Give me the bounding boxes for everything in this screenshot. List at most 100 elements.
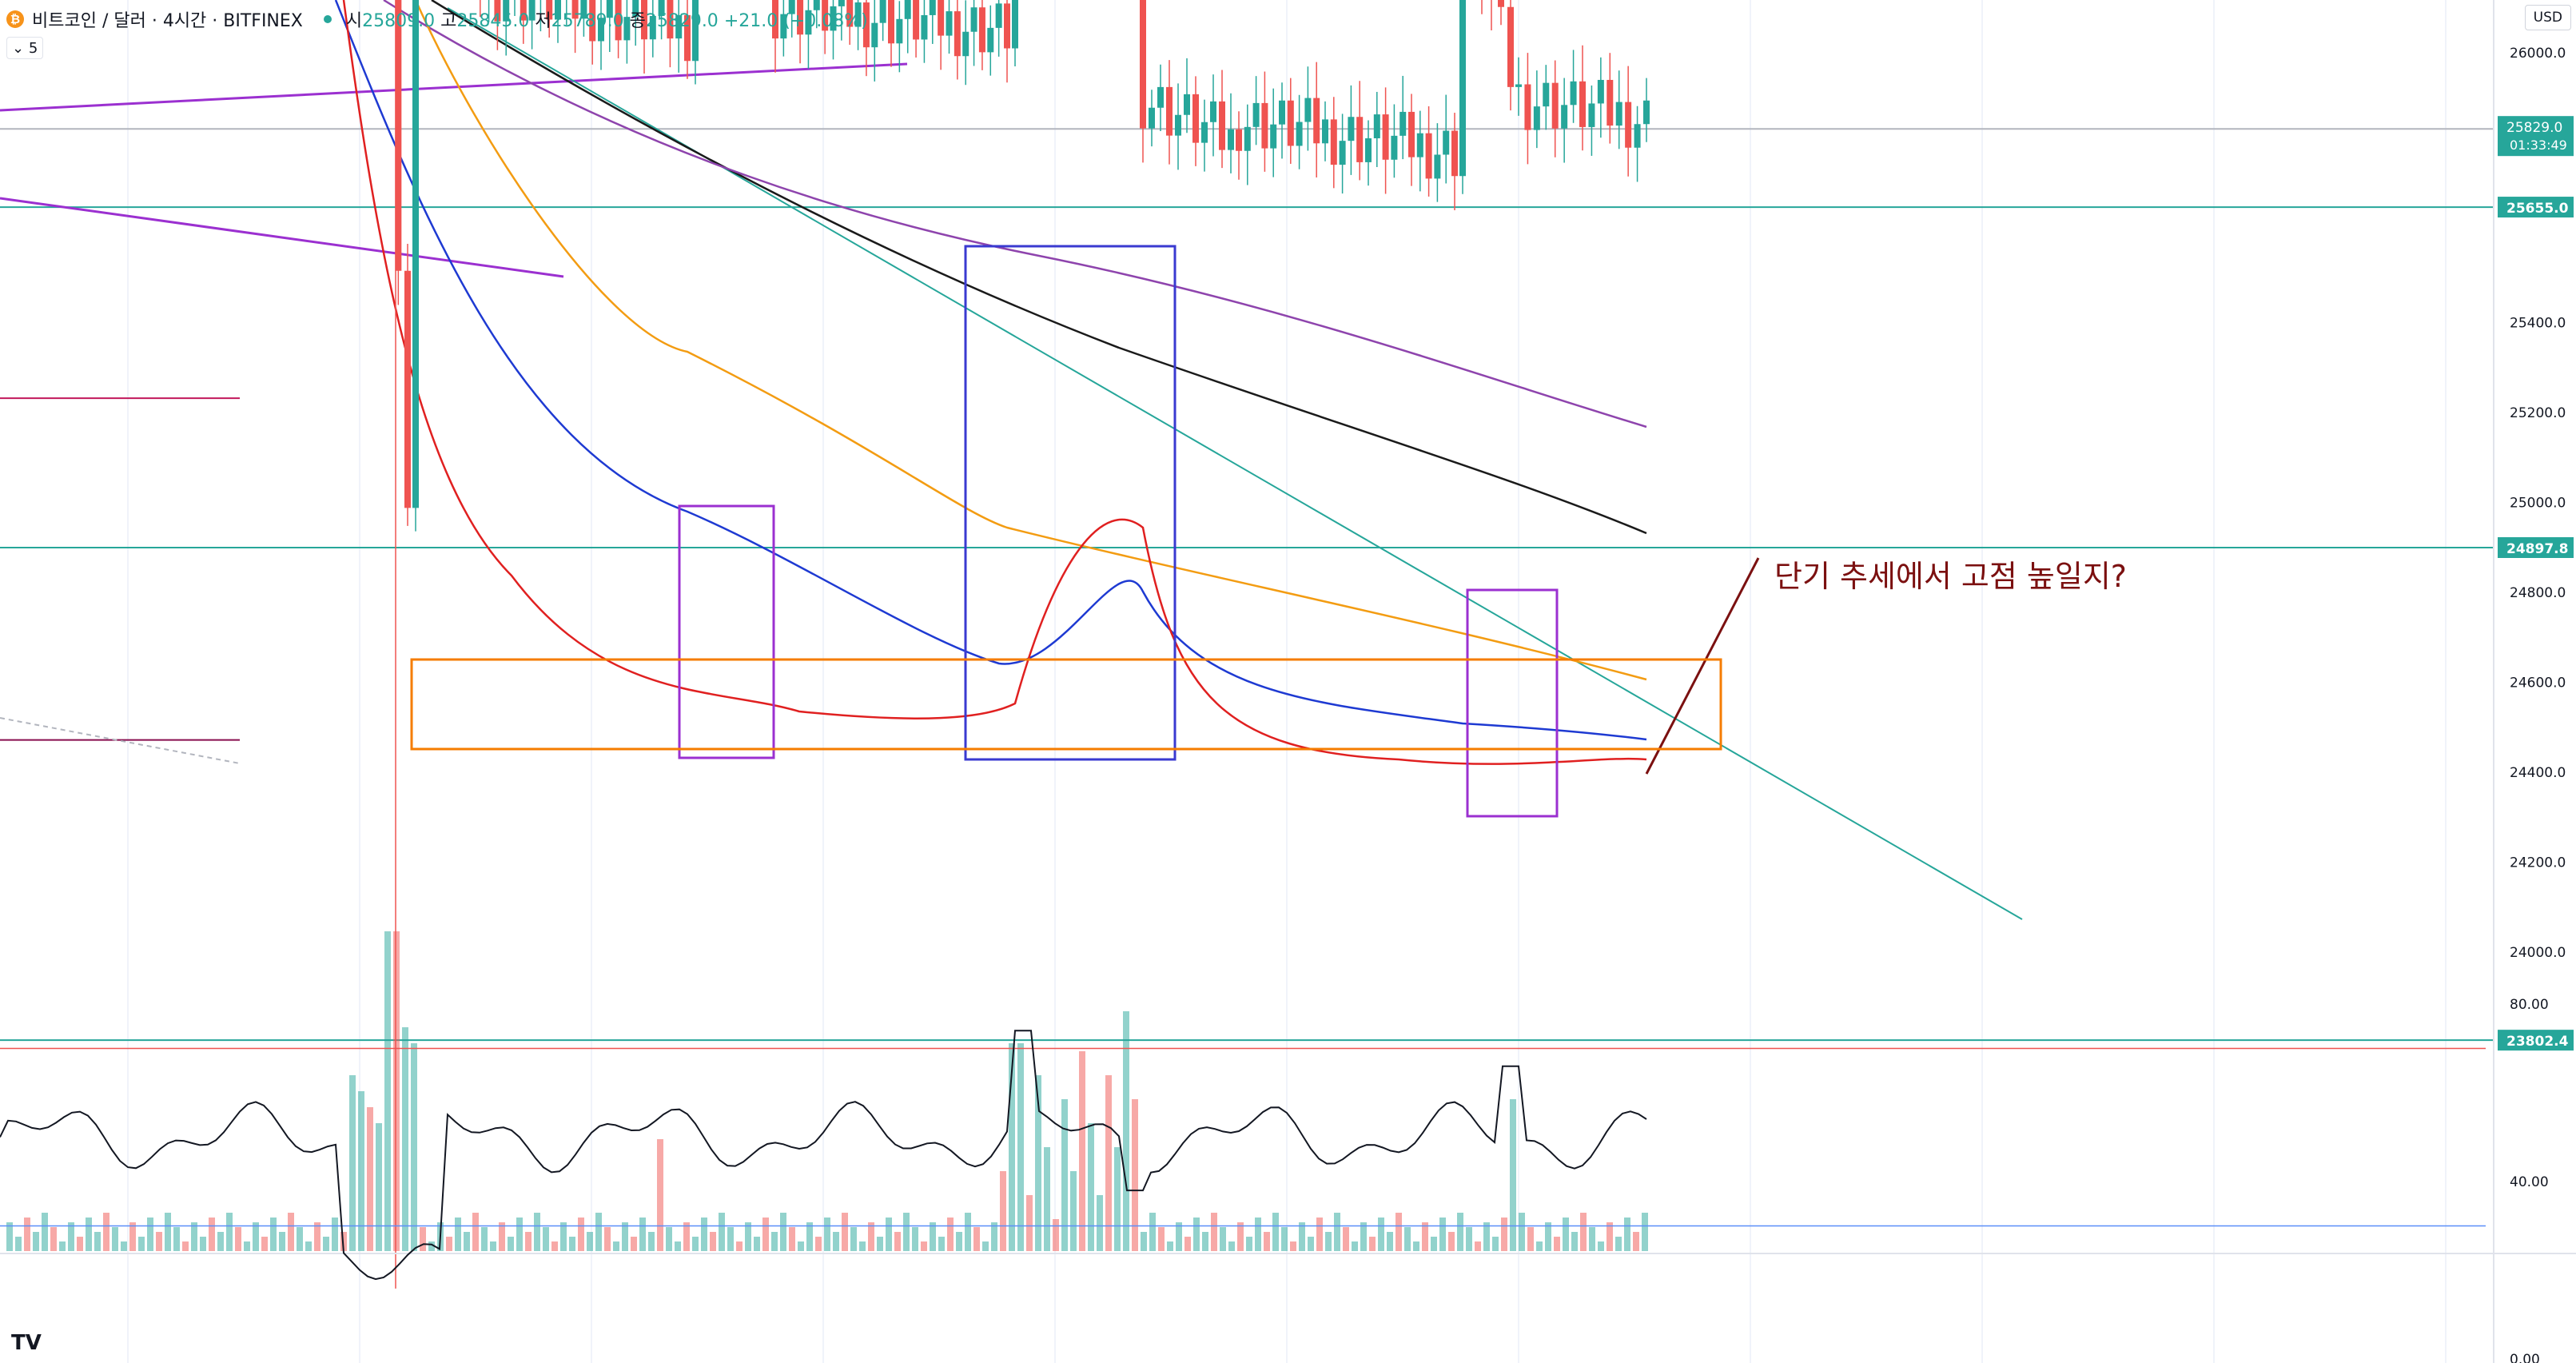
volume-bar: [209, 1218, 215, 1251]
candle-body: [1348, 117, 1355, 141]
volume-bar: [754, 1237, 760, 1251]
candle-body: [1443, 130, 1450, 155]
price-axis-tick: 24600.0: [2510, 676, 2566, 691]
candle-body: [854, 2, 862, 27]
volume-bar: [1642, 1213, 1648, 1251]
current-price-tag: [2498, 116, 2574, 157]
candle-body: [395, 0, 402, 271]
candle-body: [938, 0, 945, 36]
volume-bar: [367, 1107, 373, 1251]
indicators-toggle-button[interactable]: ⌄ 5: [6, 37, 44, 59]
candle-body: [1270, 124, 1277, 149]
moving-average-line: [414, 0, 1647, 681]
volume-bar: [1457, 1213, 1463, 1251]
candle-body: [1313, 98, 1320, 144]
candle-body: [805, 10, 812, 35]
candle-body: [1236, 129, 1242, 151]
candle-body: [1498, 0, 1504, 7]
volume-bar: [868, 1222, 874, 1251]
volume-bar: [886, 1218, 892, 1251]
candle-body: [797, 0, 804, 35]
candle-body: [1451, 130, 1458, 177]
volume-bar: [622, 1222, 628, 1251]
volume-bar: [42, 1213, 48, 1251]
volume-bar: [1510, 1099, 1516, 1251]
candle-body: [658, 0, 665, 16]
candle-body: [838, 0, 845, 6]
volume-bar: [692, 1237, 699, 1251]
volume-bar: [94, 1232, 101, 1251]
candle-body: [1140, 0, 1146, 129]
symbol-title[interactable]: 비트코인 / 달러 · 4시간 · BITFINEX: [32, 11, 303, 31]
volume-bar: [1624, 1218, 1630, 1251]
candle-body: [822, 0, 829, 31]
volume-bar: [464, 1232, 470, 1251]
volume-bar: [1607, 1222, 1613, 1251]
volume-bar: [982, 1241, 989, 1251]
volume-bar: [1299, 1222, 1305, 1251]
indicator-count: 5: [28, 39, 38, 57]
volume-bar: [762, 1218, 769, 1251]
volume-bar: [1246, 1237, 1252, 1251]
volume-bar: [850, 1227, 857, 1251]
candle-body: [528, 0, 536, 21]
volume-bar: [1281, 1227, 1288, 1251]
highlight-box: [1466, 588, 1559, 818]
candle-body: [1365, 138, 1372, 162]
candle-body: [788, 0, 795, 14]
volume-bar: [1369, 1237, 1376, 1251]
candle-body: [913, 0, 920, 40]
volume-bar: [1202, 1232, 1208, 1251]
candle-body: [1551, 82, 1559, 129]
volume-bar: [613, 1241, 619, 1251]
candle-body: [1382, 114, 1389, 160]
annotation-text[interactable]: 단기 추세에서 고점 높일지?: [1774, 559, 2127, 594]
volume-bar: [947, 1218, 954, 1251]
volume-bar: [639, 1218, 646, 1251]
volume-bar: [226, 1213, 233, 1251]
volume-bar: [1492, 1237, 1499, 1251]
candle-body: [1244, 126, 1251, 151]
volume-bar: [1580, 1213, 1587, 1251]
volume-bar: [1378, 1218, 1384, 1251]
close-label: 종: [629, 11, 646, 31]
candle-body: [1296, 122, 1303, 146]
candle-body: [1434, 154, 1441, 179]
candle-body: [598, 18, 604, 42]
volume-bar: [534, 1213, 540, 1251]
candle-body: [1524, 84, 1531, 130]
high-label: 고: [440, 11, 457, 31]
volume-bar: [815, 1237, 822, 1251]
volume-bar: [604, 1227, 611, 1251]
rsi-axis-tick: 40.00: [2510, 1174, 2549, 1190]
volume-bar: [33, 1232, 39, 1251]
volume-bar: [595, 1213, 602, 1251]
price-label-text: 25655.0: [2506, 201, 2569, 217]
volume-bar: [24, 1218, 30, 1251]
volume-bar: [1097, 1195, 1103, 1251]
volume-bar: [279, 1232, 285, 1251]
volume-bar: [560, 1222, 567, 1251]
candle-body: [1607, 79, 1614, 126]
moving-average-line: [431, 0, 1647, 535]
tradingview-logo[interactable]: TV: [11, 1331, 42, 1355]
volume-bar: [551, 1241, 558, 1251]
price-axis-tick: 25000.0: [2510, 496, 2566, 512]
candle-body: [1192, 94, 1199, 143]
candle-body: [1287, 100, 1294, 146]
candle-body: [692, 0, 699, 62]
volume-bar: [1352, 1241, 1358, 1251]
price-label-tag: [2498, 536, 2574, 558]
candle-body: [929, 0, 936, 15]
volume-bar: [745, 1222, 751, 1251]
candle-body: [962, 31, 969, 57]
currency-button[interactable]: USD: [2524, 5, 2571, 30]
current-price-text: 25829.0: [2506, 120, 2562, 136]
volume-bar: [1325, 1232, 1332, 1251]
price-axis-tick: 25400.0: [2510, 316, 2566, 332]
candle-body: [503, 0, 510, 22]
volume-bar: [631, 1237, 637, 1251]
moving-average-line: [334, 0, 1647, 741]
candle-body: [520, 0, 527, 21]
